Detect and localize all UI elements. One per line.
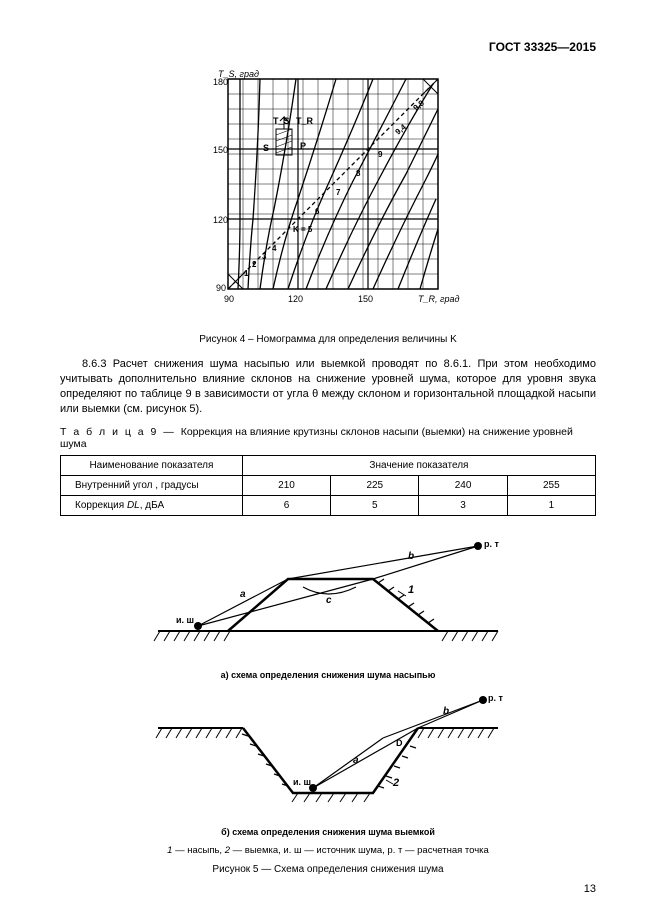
table-cell: 210 (242, 476, 330, 496)
svg-text:a: a (353, 755, 359, 766)
table-row: Внутренний угол , градусы 210 225 240 25… (61, 476, 596, 496)
svg-text:1: 1 (408, 584, 414, 596)
svg-text:c: c (326, 595, 332, 606)
svg-text:120: 120 (288, 294, 303, 304)
table-9: Наименование показателя Значение показат… (60, 455, 596, 516)
table-cell: 255 (507, 476, 595, 496)
svg-text:150: 150 (213, 145, 228, 155)
svg-text:90: 90 (216, 283, 226, 293)
figure-5-caption: Рисунок 5 — Схема определения снижения ш… (60, 864, 596, 875)
svg-text:S: S (263, 143, 269, 153)
svg-text:90: 90 (224, 294, 234, 304)
svg-text:T_R: T_R (296, 116, 314, 126)
table-cell: 3 (419, 496, 507, 516)
svg-text:4: 4 (272, 244, 277, 253)
svg-text:1: 1 (244, 269, 249, 278)
svg-text:b: b (408, 551, 414, 562)
table-cell: 1 (507, 496, 595, 516)
header-value: Значение показателя (242, 456, 595, 476)
scheme-b-label: б) схема определения снижения шума выемк… (148, 827, 508, 837)
svg-text:и. ш: и. ш (176, 615, 194, 625)
svg-text:a: a (240, 589, 246, 600)
svg-text:и. ш: и. ш (293, 777, 311, 787)
figure-5-legend: 1 — насыпь, 2 — выемка, и. ш — источник … (60, 845, 596, 856)
scheme-a-svg: и. ш р. т a b c 1 (148, 531, 508, 661)
table-cell: 240 (419, 476, 507, 496)
row-label: Внутренний угол , градусы (61, 476, 243, 496)
svg-text:8: 8 (356, 169, 361, 178)
svg-text:K = 5: K = 5 (293, 225, 313, 234)
nomogram-svg: T_S T_R S P 1 2 3 4 K = 5 6 7 8 9 9,4 9,… (188, 69, 468, 324)
table-cell: 5 (331, 496, 419, 516)
row-label: Коррекция DL, дБА (61, 496, 243, 516)
svg-text:3: 3 (262, 252, 267, 261)
svg-text:150: 150 (358, 294, 373, 304)
paragraph-8-6-3: 8.6.3 Расчет снижения шума насыпью или в… (60, 357, 596, 416)
table-cell: 6 (242, 496, 330, 516)
svg-text:2: 2 (252, 260, 257, 269)
table-9-title: Т а б л и ц а 9 — Коррекция на влияние к… (60, 426, 596, 450)
table-header-row: Наименование показателя Значение показат… (61, 456, 596, 476)
table-row: Коррекция DL, дБА 6 5 3 1 (61, 496, 596, 516)
svg-text:b: b (443, 706, 449, 717)
svg-text:180: 180 (213, 77, 228, 87)
page-number: 13 (584, 883, 596, 895)
svg-text:9,8: 9,8 (412, 98, 427, 112)
scheme-b-svg: и. ш р. т a b D 2 (148, 688, 508, 818)
nomogram-figure: T_S T_R S P 1 2 3 4 K = 5 6 7 8 9 9,4 9,… (188, 69, 468, 324)
svg-text:9,4: 9,4 (394, 122, 409, 136)
svg-text:D: D (396, 738, 403, 748)
svg-text:P: P (300, 141, 306, 151)
svg-text:2: 2 (392, 777, 399, 789)
svg-text:T_S: T_S (273, 116, 290, 126)
svg-text:р. т: р. т (484, 539, 499, 549)
schemes: и. ш р. т a b c 1 а) схема определения с… (148, 531, 508, 837)
scheme-a-label: а) схема определения снижения шума насып… (148, 670, 508, 680)
document-id: ГОСТ 33325—2015 (60, 40, 596, 54)
svg-text:120: 120 (213, 215, 228, 225)
table-cell: 225 (331, 476, 419, 496)
svg-text:7: 7 (336, 188, 341, 197)
svg-text:р. т: р. т (488, 693, 503, 703)
header-name: Наименование показателя (61, 456, 243, 476)
svg-text:9: 9 (378, 150, 383, 159)
svg-text:6: 6 (315, 207, 320, 216)
figure-4-caption: Рисунок 4 – Номограмма для определения в… (60, 334, 596, 345)
svg-text:T_R, град: T_R, град (418, 294, 459, 304)
